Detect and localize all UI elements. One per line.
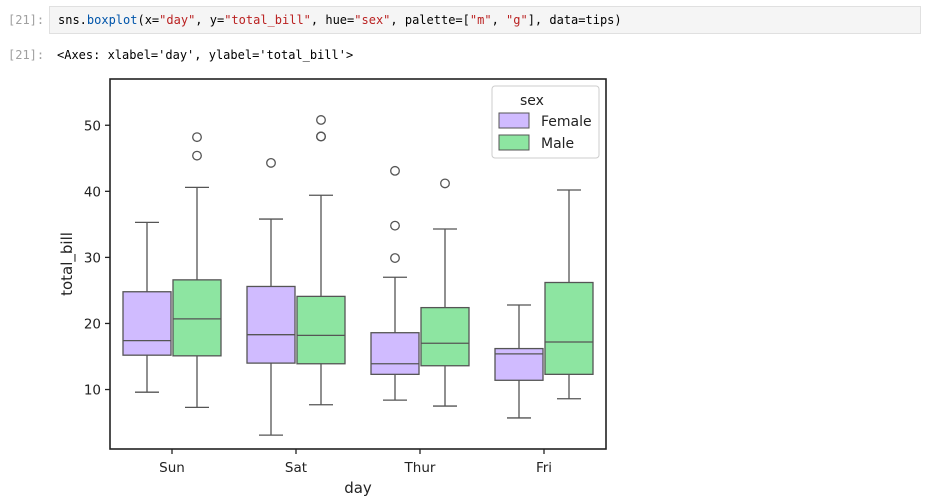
boxes-layer xyxy=(122,115,594,436)
outlier-point-female xyxy=(390,253,400,264)
box-male-sun xyxy=(172,279,222,357)
outlier-point-male xyxy=(192,150,202,161)
output-text: <Axes: xlabel='day', ylabel='total_bill'… xyxy=(57,48,354,62)
code-token: "total_bill" xyxy=(224,13,311,27)
output-prompt: [21]: xyxy=(8,48,45,62)
legend: sex Female Male xyxy=(491,85,600,159)
outlier-point-male xyxy=(440,178,450,189)
box-female-sat xyxy=(246,285,296,364)
legend-label-female: Female xyxy=(541,114,592,130)
box-male-fri xyxy=(544,281,594,375)
outlier-point-male xyxy=(316,115,326,125)
code-token: , hue= xyxy=(310,13,355,27)
code-token: ], data=tips) xyxy=(527,13,622,27)
x-tick-label: Thur xyxy=(404,460,436,476)
code-token: "m" xyxy=(469,13,492,27)
code-token: "sex" xyxy=(354,13,391,27)
legend-label-male: Male xyxy=(541,136,574,152)
legend-title: sex xyxy=(520,93,544,109)
y-axis-title: total_bill xyxy=(58,232,77,296)
code-token: (x= xyxy=(137,13,160,27)
outlier-point-male xyxy=(192,132,202,143)
y-tick-label: 30 xyxy=(84,250,101,266)
legend-swatch-female xyxy=(498,112,530,129)
code-token: , palette=[ xyxy=(390,13,470,27)
code-input-cell[interactable]: sns.boxplot(x="day", y="total_bill", hue… xyxy=(49,6,921,34)
x-tick-label: Sat xyxy=(285,460,307,476)
outlier-point-male xyxy=(316,131,326,142)
axes-layer: 10 20 30 40 50 Sun Sat Thur Fri xyxy=(84,78,607,476)
code-token: , y= xyxy=(195,13,225,27)
code-line: sns.boxplot(x="day", y="total_bill", hue… xyxy=(58,13,622,27)
y-tick-label: 10 xyxy=(84,383,101,399)
box-female-thur xyxy=(370,332,420,375)
box-male-sat xyxy=(296,295,346,365)
y-tick-label: 20 xyxy=(84,316,101,332)
y-tick-label: 40 xyxy=(84,184,101,200)
x-tick-label: Fri xyxy=(536,460,552,476)
code-token: "day" xyxy=(159,13,196,27)
code-token: "g" xyxy=(506,13,528,27)
box-male-thur xyxy=(420,306,470,367)
y-tick-label: 50 xyxy=(84,118,101,134)
axes-frame xyxy=(109,78,607,450)
box-female-sun xyxy=(122,291,172,356)
input-prompt: [21]: xyxy=(8,13,45,27)
legend-swatch-male xyxy=(498,134,530,151)
outlier-point-female xyxy=(266,157,276,168)
code-token: , xyxy=(491,13,507,27)
code-token: sns. xyxy=(58,13,87,27)
x-tick-label: Sun xyxy=(159,460,185,476)
outlier-point-female xyxy=(390,220,400,231)
x-axis-title: day xyxy=(344,479,372,497)
outlier-point-female xyxy=(390,165,400,176)
code-token: boxplot xyxy=(86,13,138,27)
